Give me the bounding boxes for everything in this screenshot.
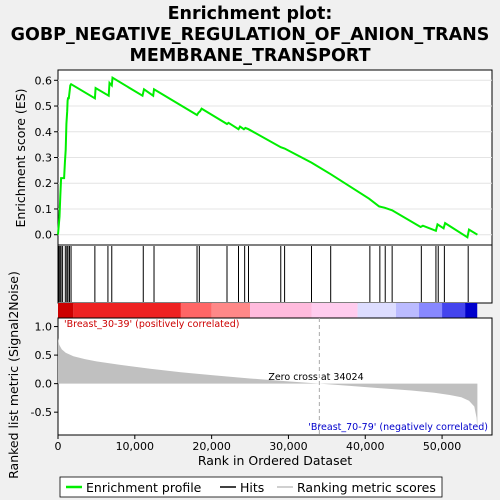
x-tick-label: 10,000 bbox=[116, 440, 155, 453]
es-tick-label: 0.0 bbox=[35, 229, 53, 242]
chart-title-line2: GOBP_NEGATIVE_REGULATION_OF_ANION_TRANS bbox=[11, 25, 490, 45]
x-tick-label: 20,000 bbox=[192, 440, 231, 453]
heatmap-segment bbox=[465, 303, 478, 318]
es-y-ticks: 0.0 0.1 0.2 0.3 0.4 0.5 0.6 bbox=[35, 74, 58, 242]
ranking-metric-area bbox=[58, 338, 478, 431]
heatmap-segment bbox=[180, 303, 212, 318]
heatmap-segment bbox=[357, 303, 396, 318]
es-tick-label: 0.4 bbox=[35, 126, 53, 139]
metric-tick-label: 1.0 bbox=[35, 321, 53, 334]
legend-es-label: Enrichment profile bbox=[86, 480, 202, 495]
hits-panel-frame bbox=[57, 244, 493, 304]
es-tick-label: 0.3 bbox=[35, 152, 53, 165]
heatmap-segment bbox=[395, 303, 420, 318]
es-y-axis-label: Enrichment score (ES) bbox=[13, 88, 28, 227]
x-axis-label: Rank in Ordered Dataset bbox=[198, 453, 352, 468]
zero-cross-label: Zero cross at 34024 bbox=[268, 372, 363, 383]
metric-tick-label: 0.5 bbox=[35, 349, 53, 362]
chart-title-line1: Enrichment plot: bbox=[168, 4, 333, 24]
metric-x-ticks: 0 10,000 20,000 30,000 40,000 50,000 bbox=[55, 435, 462, 453]
x-tick-label: 30,000 bbox=[269, 440, 308, 453]
heatmap-segment bbox=[73, 303, 181, 318]
es-tick-label: 0.1 bbox=[35, 203, 53, 216]
heatmap-segment bbox=[419, 303, 443, 318]
heatmap-segment bbox=[311, 303, 358, 318]
metric-tick-label: -0.5 bbox=[31, 406, 52, 419]
metric-y-ticks: -0.5 0.0 0.5 1.0 bbox=[31, 321, 58, 419]
es-tick-label: 0.2 bbox=[35, 177, 53, 190]
enrichment-profile-line bbox=[57, 76, 478, 239]
heatmap-segment bbox=[442, 303, 466, 318]
heatmap-segment bbox=[211, 303, 251, 318]
hit-markers bbox=[58, 246, 469, 302]
x-tick-label: 40,000 bbox=[346, 440, 385, 453]
es-tick-label: 0.5 bbox=[35, 100, 53, 113]
legend-box bbox=[59, 476, 443, 498]
x-tick-label: 0 bbox=[55, 440, 62, 453]
es-gridlines bbox=[58, 79, 492, 236]
heatmap-segment bbox=[58, 303, 74, 318]
rank-heatmap-band bbox=[58, 303, 478, 318]
x-tick-label: 50,000 bbox=[423, 440, 462, 453]
legend-metric-label: Ranking metric scores bbox=[297, 480, 436, 495]
metric-tick-label: 0.0 bbox=[35, 378, 53, 391]
metric-y-axis-label: Ranked list metric (Signal2Noise) bbox=[6, 271, 21, 479]
heatmap-segment bbox=[250, 303, 312, 318]
es-tick-label: 0.6 bbox=[35, 74, 53, 87]
positive-correlation-label: 'Breast_30-39' (positively correlated) bbox=[64, 319, 240, 330]
legend-hits-label: Hits bbox=[240, 480, 264, 495]
negative-correlation-label: 'Breast_70-79' (negatively correlated) bbox=[308, 422, 488, 433]
chart-title-line3: MEMBRANE_TRANSPORT bbox=[129, 46, 370, 66]
